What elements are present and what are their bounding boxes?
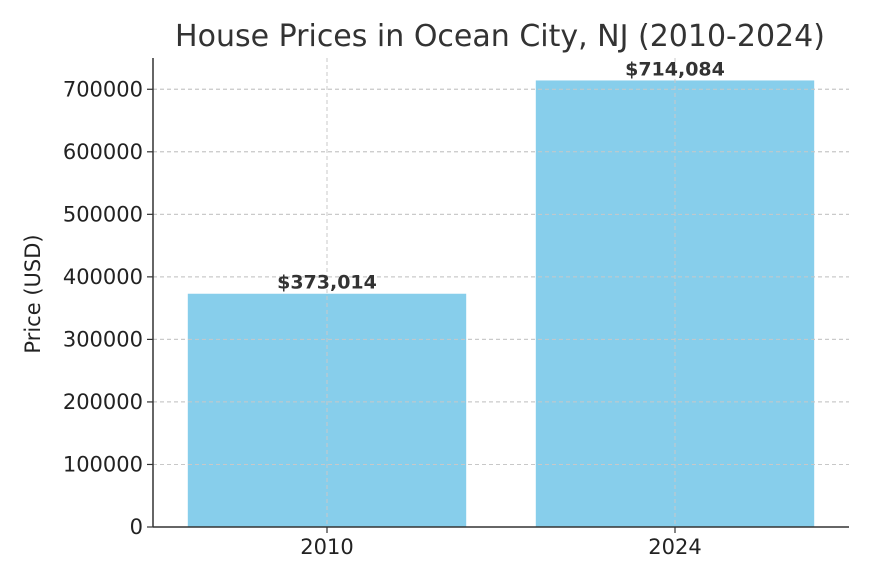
y-tick-label: 600000 xyxy=(63,140,143,164)
data-labels: $373,014 $714,084 xyxy=(277,58,725,293)
y-tick-label: 400000 xyxy=(63,265,143,289)
x-tick-label: 2010 xyxy=(300,535,353,559)
y-tick-label: 200000 xyxy=(63,390,143,414)
y-tick-label: 100000 xyxy=(63,452,143,476)
axes: 0 100000 200000 300000 400000 500000 600000 700… xyxy=(63,58,849,559)
y-tick-label: 0 xyxy=(130,515,143,539)
x-tick-label: 2024 xyxy=(648,535,701,559)
data-label-2024: $714,084 xyxy=(625,58,725,80)
y-tick-label: 500000 xyxy=(63,202,143,226)
chart-title: House Prices in Ocean City, NJ (2010-202… xyxy=(175,19,825,54)
data-label-2010: $373,014 xyxy=(277,272,377,294)
y-axis-label: Price (USD) xyxy=(21,234,45,353)
y-tick-label: 700000 xyxy=(63,77,143,101)
bars xyxy=(187,80,815,527)
y-tick-label: 300000 xyxy=(63,327,143,351)
grid-lines-overlay xyxy=(153,58,849,527)
